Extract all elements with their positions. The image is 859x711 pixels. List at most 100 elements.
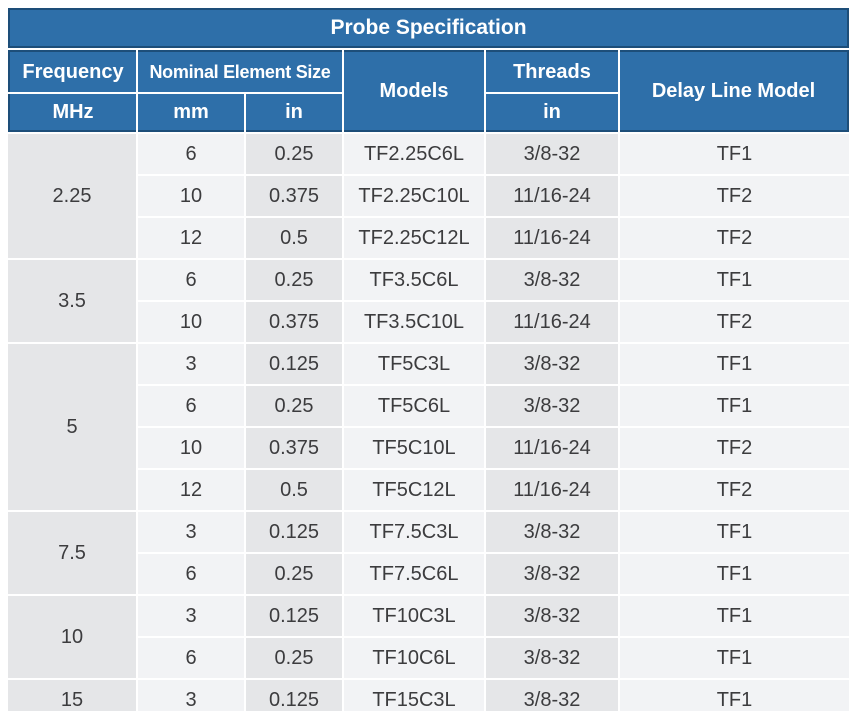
cell-element-size-mm: 3 — [138, 512, 244, 552]
cell-model: TF2.25C6L — [344, 134, 484, 174]
cell-delay-line-model: TF1 — [620, 512, 850, 552]
header-frequency: Frequency — [8, 50, 136, 92]
cell-delay-line-model: TF2 — [620, 218, 850, 258]
cell-delay-line-model: TF1 — [620, 680, 850, 711]
cell-delay-line-model: TF1 — [620, 344, 850, 384]
cell-element-size-mm: 6 — [138, 386, 244, 426]
cell-element-size-in: 0.5 — [246, 218, 342, 258]
table-row: 10 3 0.125 TF10C3L 3/8-32 TF1 — [8, 596, 850, 678]
cell-element-size-mm: 6 — [138, 134, 244, 174]
table-row: 6 0.25 TF10C6L 3/8-32 TF1 — [8, 638, 850, 678]
table-row: 12 0.5 TF2.25C12L 11/16-24 TF2 — [8, 218, 850, 258]
cell-delay-line-model: TF2 — [620, 428, 850, 468]
cell-delay-line-model: TF2 — [620, 176, 850, 216]
cell-threads: 3/8-32 — [486, 680, 618, 711]
header-models: Models — [344, 50, 484, 132]
cell-element-size-in: 0.125 — [246, 680, 342, 711]
cell-element-size-in: 0.25 — [246, 638, 342, 678]
cell-threads: 3/8-32 — [486, 344, 618, 384]
cell-element-size-in: 0.25 — [246, 134, 342, 174]
cell-model: TF5C6L — [344, 386, 484, 426]
cell-element-size-in: 0.25 — [246, 554, 342, 594]
cell-element-size-in: 0.25 — [246, 386, 342, 426]
cell-element-size-in: 0.375 — [246, 176, 342, 216]
cell-element-size-mm: 6 — [138, 554, 244, 594]
cell-element-size-mm: 10 — [138, 302, 244, 342]
cell-element-size-in: 0.25 — [246, 260, 342, 300]
header-nominal-element-size: Nominal Element Size — [138, 50, 342, 92]
header-threads-unit: in — [486, 94, 618, 132]
cell-threads: 3/8-32 — [486, 134, 618, 174]
header-threads: Threads — [486, 50, 618, 92]
cell-threads: 11/16-24 — [486, 176, 618, 216]
cell-frequency: 10 — [8, 596, 136, 678]
cell-model: TF7.5C6L — [344, 554, 484, 594]
cell-delay-line-model: TF2 — [620, 470, 850, 510]
cell-model: TF2.25C12L — [344, 218, 484, 258]
cell-element-size-in: 0.375 — [246, 302, 342, 342]
cell-model: TF15C3L — [344, 680, 484, 711]
table-row: 2.25 6 0.25 TF2.25C6L 3/8-32 TF1 — [8, 134, 850, 258]
cell-threads: 11/16-24 — [486, 302, 618, 342]
cell-threads: 3/8-32 — [486, 554, 618, 594]
cell-threads: 11/16-24 — [486, 218, 618, 258]
header-row-2: MHz mm in in — [8, 94, 849, 132]
table-header: Probe Specification Frequency Nominal El… — [8, 8, 850, 132]
cell-model: TF7.5C3L — [344, 512, 484, 552]
cell-delay-line-model: TF1 — [620, 554, 850, 594]
header-unit-mm: mm — [138, 94, 244, 132]
cell-delay-line-model: TF1 — [620, 596, 850, 636]
cell-frequency: 5 — [8, 344, 136, 510]
cell-threads: 11/16-24 — [486, 470, 618, 510]
probe-specification-table: Probe Specification Frequency Nominal El… — [6, 6, 851, 711]
cell-model: TF10C3L — [344, 596, 484, 636]
table-row: 12 0.5 TF5C12L 11/16-24 TF2 — [8, 470, 850, 510]
cell-delay-line-model: TF1 — [620, 386, 850, 426]
cell-model: TF3.5C6L — [344, 260, 484, 300]
cell-element-size-mm: 3 — [138, 344, 244, 384]
cell-model: TF5C12L — [344, 470, 484, 510]
cell-threads: 3/8-32 — [486, 386, 618, 426]
header-unit-in: in — [246, 94, 342, 132]
cell-model: TF10C6L — [344, 638, 484, 678]
table-row: 5 3 0.125 TF5C3L 3/8-32 TF1 — [8, 344, 850, 510]
table-row: 3.5 6 0.25 TF3.5C6L 3/8-32 TF1 — [8, 260, 850, 342]
cell-model: TF3.5C10L — [344, 302, 484, 342]
cell-element-size-mm: 6 — [138, 638, 244, 678]
cell-element-size-mm: 12 — [138, 470, 244, 510]
cell-element-size-mm: 3 — [138, 596, 244, 636]
cell-element-size-in: 0.375 — [246, 428, 342, 468]
cell-frequency: 3.5 — [8, 260, 136, 342]
cell-element-size-mm: 12 — [138, 218, 244, 258]
cell-frequency: 15 — [8, 680, 136, 711]
cell-element-size-in: 0.125 — [246, 596, 342, 636]
cell-frequency: 7.5 — [8, 512, 136, 594]
cell-delay-line-model: TF1 — [620, 134, 850, 174]
cell-delay-line-model: TF2 — [620, 302, 850, 342]
table-row: 6 0.25 TF5C6L 3/8-32 TF1 — [8, 386, 850, 426]
cell-element-size-in: 0.5 — [246, 470, 342, 510]
cell-frequency: 2.25 — [8, 134, 136, 258]
cell-threads: 11/16-24 — [486, 428, 618, 468]
cell-element-size-in: 0.125 — [246, 512, 342, 552]
cell-element-size-mm: 3 — [138, 680, 244, 711]
cell-model: TF5C3L — [344, 344, 484, 384]
table-row: 15 3 0.125 TF15C3L 3/8-32 TF1 — [8, 680, 850, 711]
title-row: Probe Specification — [8, 8, 850, 48]
cell-threads: 3/8-32 — [486, 596, 618, 636]
table-row: 7.5 3 0.125 TF7.5C3L 3/8-32 TF1 — [8, 512, 850, 594]
cell-threads: 3/8-32 — [486, 512, 618, 552]
header-frequency-unit: MHz — [8, 94, 136, 132]
cell-model: TF2.25C10L — [344, 176, 484, 216]
cell-delay-line-model: TF1 — [620, 260, 850, 300]
table-title: Probe Specification — [8, 8, 850, 48]
table-row: 10 0.375 TF2.25C10L 11/16-24 TF2 — [8, 176, 850, 216]
cell-element-size-in: 0.125 — [246, 344, 342, 384]
cell-element-size-mm: 10 — [138, 176, 244, 216]
cell-model: TF5C10L — [344, 428, 484, 468]
cell-element-size-mm: 10 — [138, 428, 244, 468]
table-row: 10 0.375 TF3.5C10L 11/16-24 TF2 — [8, 302, 850, 342]
header-row-1: Frequency Nominal Element Size Models Th… — [8, 50, 850, 132]
table-row: 10 0.375 TF5C10L 11/16-24 TF2 — [8, 428, 850, 468]
header-delay-line-model: Delay Line Model — [620, 50, 850, 132]
